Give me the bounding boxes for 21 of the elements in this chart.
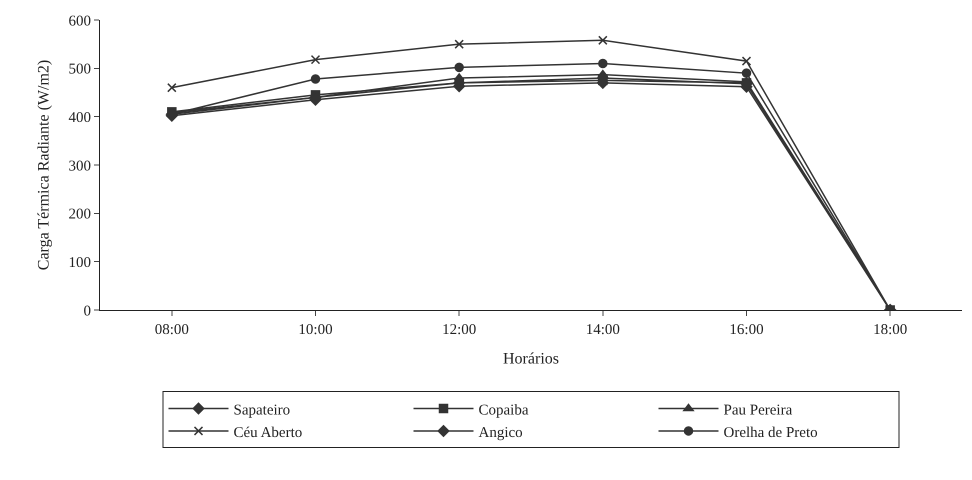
legend-label: Pau Pereira xyxy=(724,402,793,418)
y-tick-label: 200 xyxy=(68,206,91,223)
legend-label: Sapateiro xyxy=(234,402,290,418)
legend-label: Copaiba xyxy=(478,402,529,418)
y-tick-label: 600 xyxy=(68,13,91,30)
x-tick-label: 14:00 xyxy=(586,322,620,338)
x-tick-label: 18:00 xyxy=(873,322,908,338)
y-tick-label: 100 xyxy=(68,254,91,271)
y-tick-label: 300 xyxy=(68,158,91,174)
y-axis-title: Carga Térmica Radiante (W/m2) xyxy=(35,60,52,270)
y-tick-label: 0 xyxy=(84,303,91,320)
x-tick-label: 08:00 xyxy=(154,322,189,338)
x-tick-label: 12:00 xyxy=(442,322,476,338)
x-axis-title: Horários xyxy=(503,350,559,368)
x-tick-label: 10:00 xyxy=(298,322,333,338)
y-tick-label: 400 xyxy=(68,110,91,126)
legend-label: Angico xyxy=(478,424,523,441)
legend-label: Céu Aberto xyxy=(234,424,302,441)
x-tick-label: 16:00 xyxy=(729,322,764,338)
legend-label: Orelha de Preto xyxy=(724,424,818,441)
y-tick-label: 500 xyxy=(68,62,91,78)
